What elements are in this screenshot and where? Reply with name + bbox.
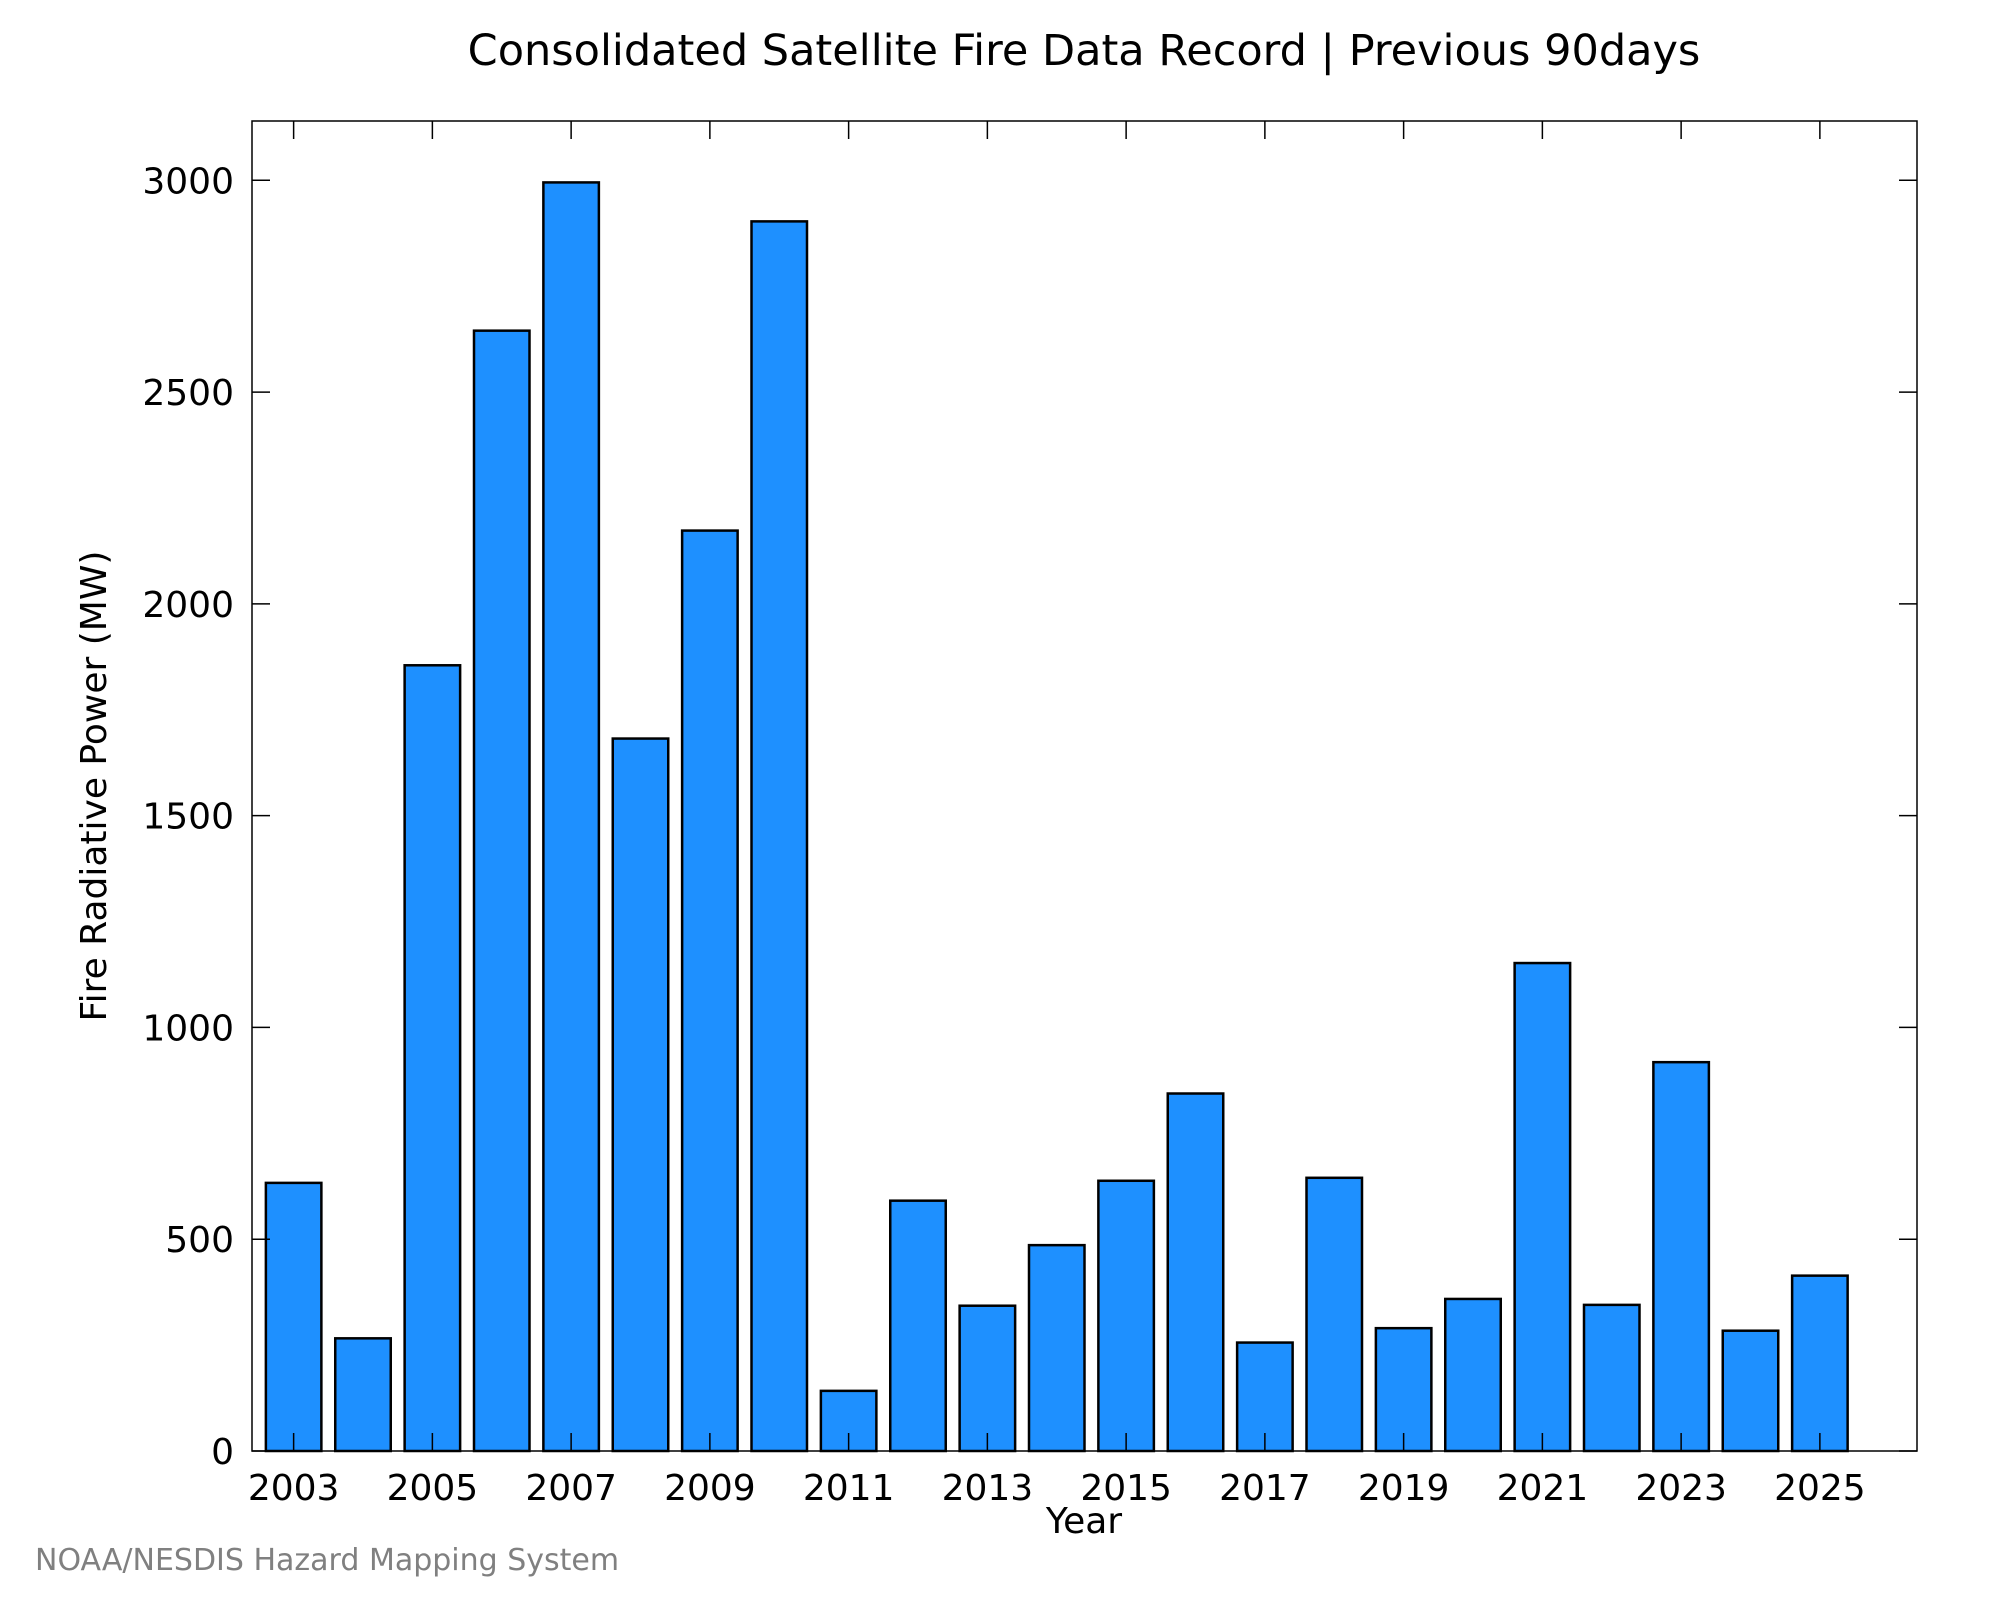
plot-frame <box>251 120 1918 1452</box>
y-tick-label-1000: 1000 <box>142 1008 234 1049</box>
bar-2025 <box>1790 1274 1849 1453</box>
bar-2018 <box>1305 1176 1364 1453</box>
bar-2012 <box>889 1199 947 1453</box>
y-tick-label-0: 0 <box>211 1432 234 1473</box>
x-tick-label-2013: 2013 <box>942 1468 1034 1509</box>
ticks-group: 0 500 1000 1500 2000 2500 3000 2003 2005 2007 2009… <box>142 121 1917 1509</box>
bar-2014 <box>1027 1243 1086 1453</box>
y-tick-label-2500: 2500 <box>142 373 234 414</box>
y-axis-label: Fire Radiative Power (MW) <box>74 551 115 1022</box>
y-tick-label-2000: 2000 <box>142 585 234 626</box>
bar-2021 <box>1513 961 1572 1453</box>
bar-2020 <box>1444 1297 1502 1453</box>
bar-2023 <box>1652 1060 1711 1453</box>
x-tick-label-2023: 2023 <box>1635 1468 1727 1509</box>
bar-2016 <box>1166 1092 1225 1453</box>
bar-2015 <box>1097 1179 1156 1453</box>
bar-2007 <box>542 181 601 1453</box>
y-tick-label-1500: 1500 <box>142 797 234 838</box>
bar-2003 <box>264 1181 323 1453</box>
credit-text: NOAA/NESDIS Hazard Mapping System <box>35 1543 620 1578</box>
bar-2013 <box>958 1304 1017 1453</box>
x-tick-label-2019: 2019 <box>1358 1468 1450 1509</box>
x-axis-label: Year <box>1045 1501 1122 1542</box>
bars-group <box>264 181 1849 1453</box>
x-tick-label-2007: 2007 <box>525 1468 617 1509</box>
bar-2009 <box>680 529 739 1453</box>
bar-2024 <box>1721 1329 1780 1453</box>
x-tick-label-2011: 2011 <box>803 1468 895 1509</box>
x-tick-label-2009: 2009 <box>664 1468 756 1509</box>
bar-2022 <box>1582 1303 1641 1453</box>
x-tick-label-2021: 2021 <box>1497 1468 1589 1509</box>
bar-2004 <box>334 1337 392 1453</box>
x-tick-label-2017: 2017 <box>1219 1468 1311 1509</box>
chart-title: Consolidated Satellite Fire Data Record … <box>468 26 1701 76</box>
x-tick-label-2005: 2005 <box>387 1468 479 1509</box>
bar-2008 <box>611 737 670 1453</box>
bar-2010 <box>750 220 809 1453</box>
x-tick-label-2003: 2003 <box>248 1468 340 1509</box>
bar-2019 <box>1374 1326 1433 1453</box>
bar-2006 <box>472 329 531 1453</box>
y-tick-label-500: 500 <box>165 1220 234 1261</box>
x-tick-label-2015: 2015 <box>1080 1468 1172 1509</box>
bar-2005 <box>403 664 462 1453</box>
y-tick-label-3000: 3000 <box>142 161 234 202</box>
x-tick-label-2025: 2025 <box>1774 1468 1866 1509</box>
